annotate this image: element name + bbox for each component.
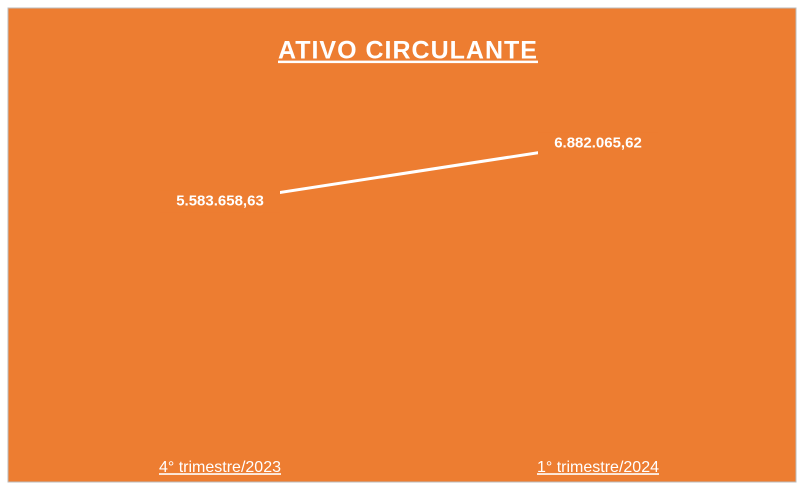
x-tick-label: 1° trimestre/2024 xyxy=(537,459,659,476)
chart-background xyxy=(7,7,797,483)
data-label: 6.882.065,62 xyxy=(554,134,642,151)
x-tick-label: 4° trimestre/2023 xyxy=(159,459,281,476)
label-background xyxy=(160,190,280,213)
data-label: 5.583.658,63 xyxy=(176,193,264,210)
line xyxy=(219,141,599,204)
label-background xyxy=(538,132,658,155)
chart-title: ATIVO CIRCULANTE xyxy=(278,37,538,65)
